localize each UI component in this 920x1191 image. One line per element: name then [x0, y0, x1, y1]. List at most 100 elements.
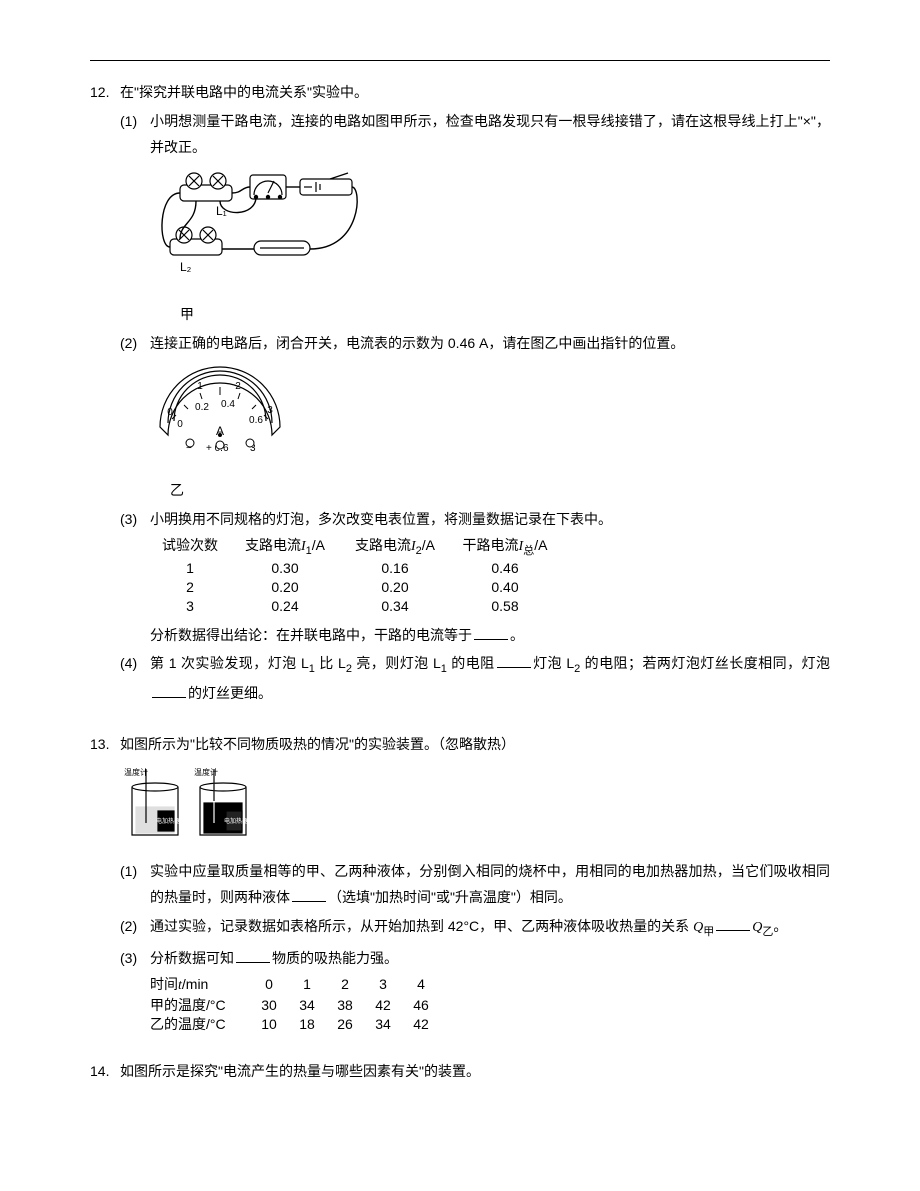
cell: 34: [364, 1015, 402, 1034]
q13-sub3-text: 分析数据可知物质的吸热能力强。: [150, 945, 830, 972]
svg-text:0.4: 0.4: [221, 399, 235, 410]
q12-sub2-a: 连接正确的电路后，闭合开关，电流表的示数为: [150, 335, 448, 351]
q13-table-r1: 时间t/min 0 1 2 3 4: [150, 975, 830, 996]
figure-ammeter: 0 1 2 3 0 0.2 0.4 0.6 A −: [90, 363, 830, 472]
cell: 10: [250, 1015, 288, 1034]
cell: 30: [250, 996, 288, 1015]
q12-th-2: 支路电流I1/A: [230, 536, 340, 559]
svg-text:电加热器: 电加热器: [224, 817, 248, 825]
q13-sub1: (1) 实验中应量取质量相等的甲、乙两种液体，分别倒入相同的烧杯中，用相同的电加…: [90, 858, 830, 911]
q12-sub3-conclusion: 分析数据得出结论：在并联电路中，干路的电流等于。: [90, 622, 830, 649]
q13-sub2-text: 通过实验，记录数据如表格所示，从开始加热到 42°C，甲、乙两种液体吸收热量的关…: [150, 913, 830, 943]
q13-table-r2: 甲的温度/°C 30 34 38 42 46: [150, 996, 830, 1015]
svg-text:1: 1: [197, 381, 203, 392]
q12-sub2-b: ，请在图乙中画出指针的位置。: [488, 335, 684, 351]
q12-sub3-num: (3): [120, 506, 150, 533]
q12-stem-text: 在"探究并联电路中的电流关系"实验中。: [120, 79, 830, 106]
cell: 42: [402, 1015, 440, 1034]
cell: 2: [150, 578, 230, 597]
cell: 0.20: [340, 578, 450, 597]
beakers-svg: 温度计 温度计 电加热器 电加热器: [120, 763, 270, 843]
question-13: 13. 如图所示为"比较不同物质吸热的情况"的实验装置。（忽略散热） 温度计: [90, 731, 830, 1034]
cell: 0.16: [340, 559, 450, 578]
blank[interactable]: [716, 916, 750, 931]
cell: 0.46: [450, 559, 560, 578]
question-12: 12. 在"探究并联电路中的电流关系"实验中。 (1) 小明想测量干路电流，连接…: [90, 79, 830, 707]
svg-text:0.6: 0.6: [249, 415, 263, 426]
q12-table: 试验次数 支路电流I1/A 支路电流I2/A 干路电流I总/A 1 0.30 0…: [90, 536, 830, 615]
q13-stem-text: 如图所示为"比较不同物质吸热的情况"的实验装置。（忽略散热）: [120, 731, 830, 758]
blank[interactable]: [292, 887, 326, 902]
cell: 0.40: [450, 578, 560, 597]
blank[interactable]: [152, 683, 186, 698]
cell: 0.20: [230, 578, 340, 597]
q13-r1-label: 时间t/min: [150, 975, 250, 996]
question-14: 14. 如图所示是探究"电流产生的热量与哪些因素有关"的装置。: [90, 1058, 830, 1085]
cell: 3: [364, 975, 402, 996]
q12-sub4-num: (4): [120, 650, 150, 677]
top-rule: [90, 60, 830, 61]
blank[interactable]: [497, 653, 531, 668]
q12-concl-a: 分析数据得出结论：在并联电路中，干路的电流等于: [150, 627, 472, 643]
svg-text:0: 0: [177, 419, 183, 430]
q12-sub3: (3) 小明换用不同规格的灯泡，多次改变电表位置，将测量数据记录在下表中。: [90, 506, 830, 533]
figure-beakers: 温度计 温度计 电加热器 电加热器: [90, 763, 830, 852]
q12-th-1: 试验次数: [150, 536, 230, 559]
q12-stem-row: 12. 在"探究并联电路中的电流关系"实验中。: [90, 79, 830, 106]
q13-sub2-num: (2): [120, 913, 150, 940]
figure-circuit: L₁ L₂: [90, 167, 830, 296]
q13-sub3: (3) 分析数据可知物质的吸热能力强。: [90, 945, 830, 972]
cell: 0.58: [450, 597, 560, 616]
svg-text:温度计: 温度计: [194, 767, 218, 777]
cell: 1: [150, 559, 230, 578]
figure-circuit-caption: 甲: [90, 301, 830, 328]
ammeter-svg: 0 1 2 3 0 0.2 0.4 0.6 A −: [150, 363, 290, 463]
svg-text:L₁: L₁: [216, 204, 227, 218]
cell: 0.30: [230, 559, 340, 578]
cell: 34: [288, 996, 326, 1015]
q12-sub2-num: (2): [120, 330, 150, 357]
cell: 0.34: [340, 597, 450, 616]
q12-sub1-num: (1): [120, 108, 150, 135]
q12-sub2-text: 连接正确的电路后，闭合开关，电流表的示数为 0.46 A，请在图乙中画出指针的位…: [150, 330, 830, 357]
cell: 38: [326, 996, 364, 1015]
circuit-svg: L₁ L₂: [150, 167, 370, 287]
svg-text:电加热器: 电加热器: [156, 817, 180, 825]
q13-sub1-num: (1): [120, 858, 150, 885]
q13-table: 时间t/min 0 1 2 3 4 甲的温度/°C 30 34 38 42 46…: [90, 975, 830, 1034]
q13-r2-label: 甲的温度/°C: [150, 996, 250, 1015]
q13-table-r3: 乙的温度/°C 10 18 26 34 42: [150, 1015, 830, 1034]
q13-sub3-num: (3): [120, 945, 150, 972]
svg-text:0.2: 0.2: [195, 402, 209, 413]
blank[interactable]: [236, 948, 270, 963]
q12-table-row2: 2 0.20 0.20 0.40: [150, 578, 830, 597]
cell: 42: [364, 996, 402, 1015]
svg-text:3: 3: [267, 405, 273, 416]
q13-sub1-text: 实验中应量取质量相等的甲、乙两种液体，分别倒入相同的烧杯中，用相同的电加热器加热…: [150, 858, 830, 911]
q14-stem-row: 14. 如图所示是探究"电流产生的热量与哪些因素有关"的装置。: [90, 1058, 830, 1085]
q12-sub4: (4) 第 1 次实验发现，灯泡 L1 比 L2 亮，则灯泡 L1 的电阻灯泡 …: [90, 650, 830, 706]
q12-table-row1: 1 0.30 0.16 0.46: [150, 559, 830, 578]
cell: 4: [402, 975, 440, 996]
svg-text:2: 2: [235, 381, 241, 392]
q12-table-header: 试验次数 支路电流I1/A 支路电流I2/A 干路电流I总/A: [150, 536, 830, 559]
figure-ammeter-caption: 乙: [90, 477, 830, 504]
q12-sub3-text: 小明换用不同规格的灯泡，多次改变电表位置，将测量数据记录在下表中。: [150, 506, 830, 533]
cell: 46: [402, 996, 440, 1015]
cell: 0.24: [230, 597, 340, 616]
q14-stem-text: 如图所示是探究"电流产生的热量与哪些因素有关"的装置。: [120, 1058, 830, 1085]
q14-number: 14.: [90, 1058, 120, 1085]
blank[interactable]: [474, 625, 508, 640]
q12-sub4-text: 第 1 次实验发现，灯泡 L1 比 L2 亮，则灯泡 L1 的电阻灯泡 L2 的…: [150, 650, 830, 706]
q13-r3-label: 乙的温度/°C: [150, 1015, 250, 1034]
cell: 2: [326, 975, 364, 996]
q13-number: 13.: [90, 731, 120, 758]
q12-sub2: (2) 连接正确的电路后，闭合开关，电流表的示数为 0.46 A，请在图乙中画出…: [90, 330, 830, 357]
cell: 3: [150, 597, 230, 616]
q12-table-row3: 3 0.24 0.34 0.58: [150, 597, 830, 616]
q12-th-4: 干路电流I总/A: [450, 536, 560, 559]
q12-th-3: 支路电流I2/A: [340, 536, 450, 559]
q13-stem-row: 13. 如图所示为"比较不同物质吸热的情况"的实验装置。（忽略散热）: [90, 731, 830, 758]
q12-number: 12.: [90, 79, 120, 106]
svg-text:L₂: L₂: [180, 260, 192, 274]
